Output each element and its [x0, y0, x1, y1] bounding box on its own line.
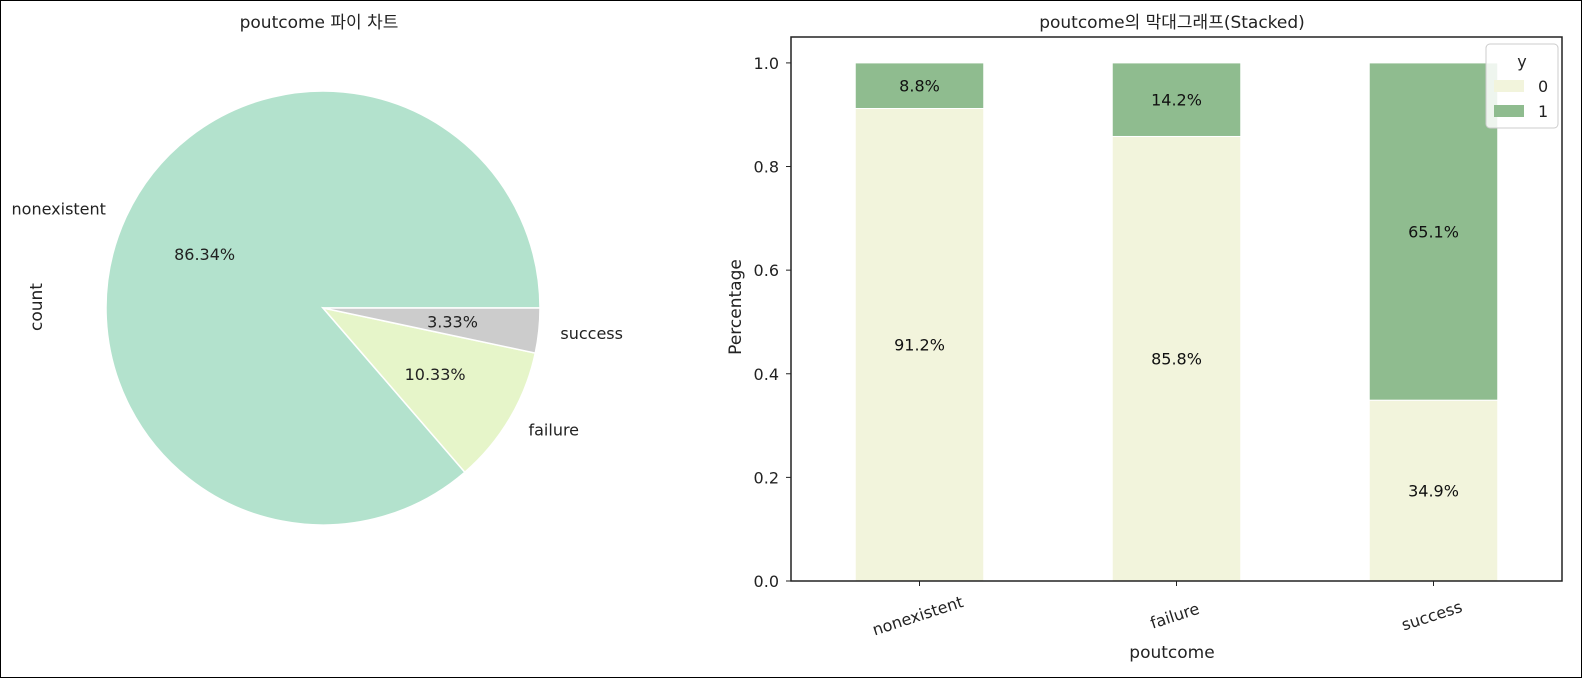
bar-xlabel: poutcome [1129, 643, 1214, 663]
legend-label-1: 1 [1538, 102, 1548, 121]
bar-failure-y1 [1111, 62, 1242, 137]
y-tick-label: 0.8 [754, 158, 779, 177]
legend-label-0: 0 [1538, 77, 1548, 96]
pie-ylabel: count [27, 283, 47, 331]
bar-ylabel: Percentage [726, 259, 746, 355]
bar-nonexistent-y0 [854, 107, 985, 582]
legend-title: y [1517, 52, 1526, 71]
pie-pct-label-nonexistent: 86.34% [174, 245, 235, 264]
legend-swatch-0 [1494, 80, 1524, 92]
y-tick-label: 0.0 [754, 572, 779, 591]
x-tick-label-nonexistent: nonexistent [870, 592, 966, 639]
legend-swatch-1 [1494, 105, 1524, 117]
bar-label-failure-y0: 85.8% [1151, 350, 1202, 369]
legend: y0 1 [1485, 43, 1559, 129]
pie-pct-label-success: 3.33% [427, 313, 478, 332]
bar-title: poutcome의 막대그래프(Stacked) [1039, 13, 1305, 33]
bar-success-y1 [1368, 62, 1499, 401]
pie-category-label-success: success [560, 324, 623, 343]
pie-slice-failure [320, 306, 537, 474]
x-tick-label-success: success [1399, 597, 1464, 634]
bar-failure-y0 [1111, 135, 1242, 582]
pie-title: poutcome 파이 차트 [240, 13, 399, 33]
x-tick-label-failure: failure [1148, 599, 1202, 633]
pie-slice-success [322, 307, 541, 354]
y-tick-label: 0.2 [754, 468, 779, 487]
pie-category-label-failure: failure [528, 420, 579, 439]
bar-label-success-y0: 34.9% [1408, 482, 1459, 501]
bar-label-failure-y1: 14.2% [1151, 91, 1202, 110]
y-tick-label: 0.6 [754, 261, 779, 280]
y-tick-label: 0.4 [754, 365, 779, 384]
bar-nonexistent-y1 [854, 62, 985, 109]
bar-success-y0 [1368, 399, 1499, 582]
pie-pct-label-failure: 10.33% [405, 365, 466, 384]
y-tick-label: 1.0 [754, 54, 779, 73]
pie-chart: poutcome 파이 차트 count nonexistent 86.34% fa… [12, 13, 623, 526]
pie-category-label-nonexistent: nonexistent [12, 200, 106, 219]
bar-label-success-y1: 65.1% [1408, 223, 1459, 242]
bar-label-nonexistent-y1: 8.8% [899, 77, 940, 96]
stacked-bar-chart: poutcome의 막대그래프(Stacked) Percentage pout… [726, 13, 1563, 663]
plot-frame [790, 36, 1563, 582]
bar-label-nonexistent-y0: 91.2% [894, 336, 945, 355]
